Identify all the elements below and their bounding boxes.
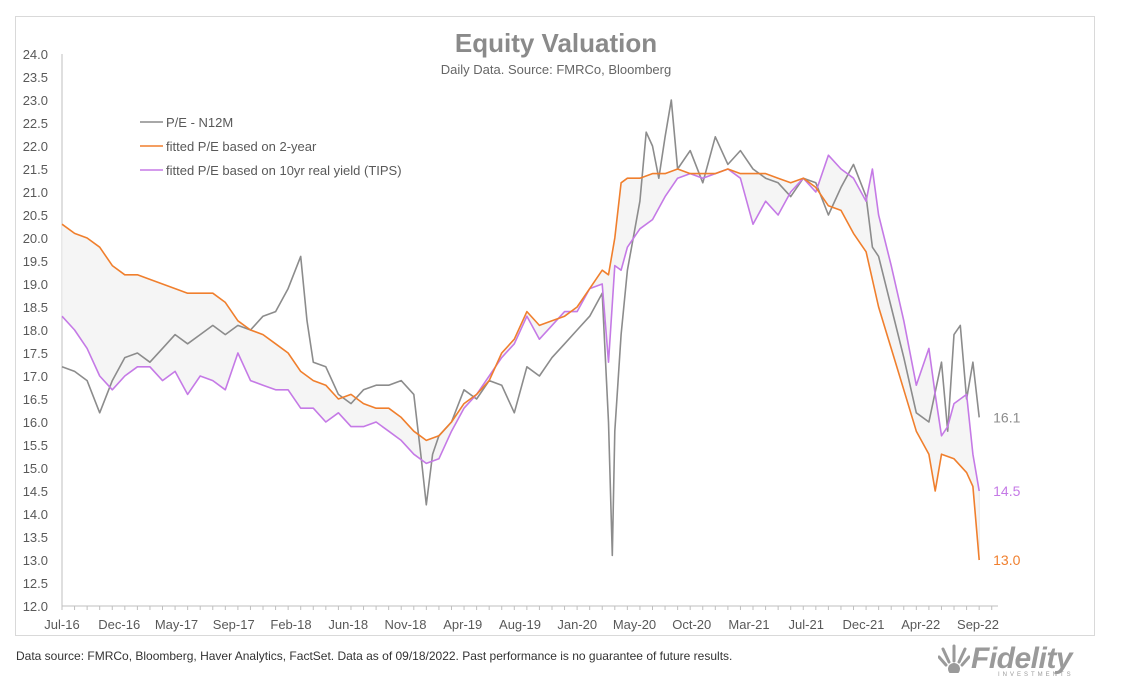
pe-n12m-line [61, 99, 980, 557]
x-tick-label: Jul-16 [44, 617, 79, 632]
x-tick-label: Dec-16 [98, 617, 140, 632]
x-tick-label: Jul-21 [789, 617, 824, 632]
chart-subtitle: Daily Data. Source: FMRCo, Bloomberg [441, 62, 671, 77]
legend-item-pe-label: P/E - N12M [166, 115, 233, 130]
y-tick-label: 15.5 [23, 438, 48, 453]
y-tick-label: 23.0 [23, 93, 48, 108]
y-tick-label: 18.5 [23, 300, 48, 315]
x-tick-label: Jan-20 [557, 617, 597, 632]
y-tick-label: 18.0 [23, 323, 48, 338]
x-tick-label: Dec-21 [843, 617, 885, 632]
x-tick-label: Sep-17 [213, 617, 255, 632]
logo-mark-icon [938, 644, 970, 673]
x-tick-label: Mar-21 [728, 617, 769, 632]
legend-item-2yr-label: fitted P/E based on 2-year [166, 139, 317, 154]
y-tick-label: 13.0 [23, 553, 48, 568]
y-tick-label: 13.5 [23, 530, 48, 545]
y-tick-label: 16.0 [23, 415, 48, 430]
y-tick-label: 17.5 [23, 346, 48, 361]
y-tick-label: 22.5 [23, 116, 48, 131]
y-tick-label: 19.0 [23, 277, 48, 292]
y-tick-label: 16.5 [23, 392, 48, 407]
y-tick-label: 20.5 [23, 208, 48, 223]
x-tick-label: Apr-19 [443, 617, 482, 632]
x-tick-label: Feb-18 [270, 617, 311, 632]
y-tick-label: 20.0 [23, 231, 48, 246]
logo-text: Fidelity [971, 642, 1073, 675]
end-label-tips: 14.5 [993, 483, 1020, 499]
x-tick-label: Apr-22 [901, 617, 940, 632]
y-tick-label: 19.5 [23, 254, 48, 269]
y-tick-label: 21.5 [23, 162, 48, 177]
x-tick-label: Jun-18 [328, 617, 368, 632]
y-tick-label: 15.0 [23, 461, 48, 476]
fidelity-logo: Fidelity INVESTMENTS [938, 640, 1103, 680]
equity-valuation-chart: Equity Valuation Daily Data. Source: FMRC… [23, 28, 1021, 632]
legend-item-tips-label: fitted P/E based on 10yr real yield (TIP… [166, 163, 402, 178]
end-label-2yr: 13.0 [993, 552, 1020, 568]
y-tick-label: 12.0 [23, 599, 48, 614]
x-tick-label: Oct-20 [672, 617, 711, 632]
y-tick-label: 14.5 [23, 484, 48, 499]
y-tick-label: 24.0 [23, 47, 48, 62]
x-tick-label: Aug-19 [499, 617, 541, 632]
y-tick-label: 23.5 [23, 70, 48, 85]
x-tick-label: Sep-22 [957, 617, 999, 632]
chart-frame [15, 16, 1095, 636]
footer-note: Data source: FMRCo, Bloomberg, Haver Ana… [16, 649, 733, 663]
chart-title: Equity Valuation [455, 28, 657, 58]
y-tick-label: 12.5 [23, 576, 48, 591]
end-label-pe: 16.1 [993, 409, 1020, 425]
y-tick-label: 14.0 [23, 507, 48, 522]
y-tick-label: 22.0 [23, 139, 48, 154]
fitted-2yr-line [61, 168, 980, 561]
x-tick-label: May-20 [613, 617, 656, 632]
x-tick-label: May-17 [155, 617, 198, 632]
y-tick-label: 21.0 [23, 185, 48, 200]
y-tick-label: 17.0 [23, 369, 48, 384]
logo-subtext: INVESTMENTS [998, 672, 1074, 678]
fitted-band-area [61, 154, 980, 561]
x-tick-label: Nov-18 [385, 617, 427, 632]
